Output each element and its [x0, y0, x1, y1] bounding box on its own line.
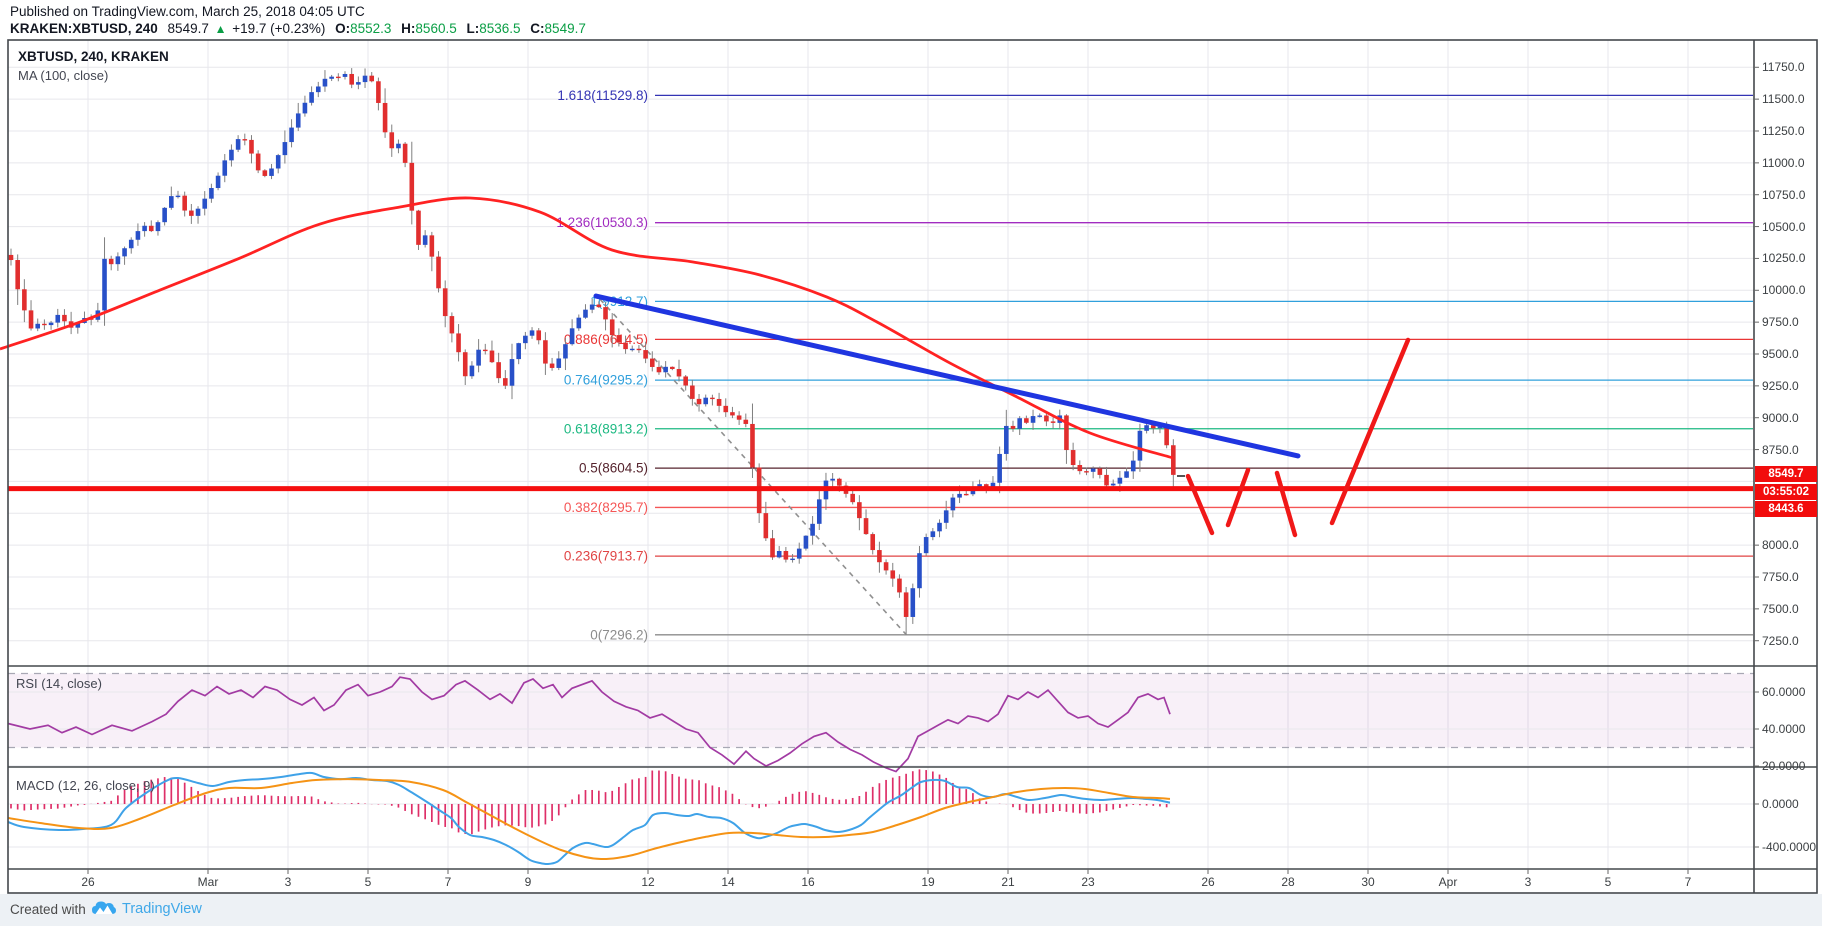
- time-axis-label: 19: [921, 875, 935, 889]
- close-label: C:: [530, 21, 545, 36]
- chart-legend-symbol: XBTUSD, 240, KRAKEN: [18, 49, 169, 64]
- time-axis-label: 5: [1604, 875, 1612, 889]
- macd-legend: MACD (12, 26, close, 9): [16, 778, 155, 793]
- last-price: 8549.7: [167, 21, 209, 36]
- price-axis-label: 8750.0: [1762, 442, 1799, 457]
- rsi-axis-label: 40.0000: [1762, 722, 1806, 736]
- tradingview-link[interactable]: TradingView: [122, 901, 202, 917]
- projection-arrow-stroke: [1329, 337, 1411, 526]
- open-value: 8552.3: [350, 21, 392, 36]
- price-axis-label: 9250.0: [1762, 378, 1799, 393]
- symbol-title: KRAKEN:XBTUSD, 240: [10, 21, 158, 36]
- descending-trendline: [593, 293, 1301, 459]
- up-arrow-icon: ▲: [214, 22, 227, 36]
- rsi-axis-label: 20.0000: [1762, 759, 1806, 773]
- time-axis-label: 7: [444, 875, 452, 889]
- publish-info: Published on TradingView.com, March 25, …: [10, 4, 365, 19]
- low-value: 8536.5: [479, 21, 521, 36]
- fib-level-label: 0.382(8295.7): [564, 500, 648, 515]
- price-change: +19.7 (+0.23%): [232, 21, 326, 36]
- created-with-text: Created with: [10, 902, 86, 917]
- fib-level-label: 0.764(9295.2): [564, 373, 648, 388]
- macd-axis-label: 0.0000: [1762, 797, 1799, 811]
- time-axis-label: 14: [721, 875, 735, 889]
- open-label: O:: [335, 21, 351, 36]
- price-axis-label: 9500.0: [1762, 347, 1799, 361]
- rsi-legend: RSI (14, close): [16, 676, 102, 691]
- last-price-badge: 8549.7: [1755, 466, 1817, 482]
- macd-signal-line: [7, 778, 1171, 861]
- fib-level-label: 0.886(9614.5): [564, 332, 648, 347]
- price-axis-label: 10500.0: [1762, 219, 1806, 234]
- price-axis-label: 7750.0: [1762, 570, 1799, 584]
- macd-line: [7, 771, 1171, 866]
- close-value: 8549.7: [544, 21, 586, 36]
- time-axis-label: 26: [81, 875, 95, 889]
- price-axis-label: 10250.0: [1762, 251, 1806, 266]
- ma-100-line: [0, 196, 1174, 460]
- fib-level-label: 0(7296.2): [590, 627, 648, 642]
- price-axis-label: 11250.0: [1762, 124, 1805, 138]
- projection-arrow-stroke: [1225, 467, 1251, 528]
- price-axis-label: 9000.0: [1762, 410, 1799, 425]
- low-label: L:: [466, 21, 480, 36]
- price-axis-label: 10750.0: [1762, 187, 1806, 202]
- fib-level-label: 0.236(7913.7): [564, 549, 648, 564]
- footer-bar: Created with TradingView: [0, 894, 1822, 926]
- price-axis-label: 9750.0: [1762, 315, 1799, 330]
- high-label: H:: [401, 21, 416, 36]
- time-axis-label: 5: [364, 875, 372, 889]
- fib-level-label: 0.618(8913.2): [564, 421, 648, 436]
- fib-level-label: 0.5(8604.5): [579, 461, 648, 476]
- time-axis-label: 7: [1684, 875, 1692, 889]
- bar-countdown-badge: 03:55:02: [1755, 484, 1817, 500]
- projection-arrow-stroke: [1185, 473, 1215, 536]
- fib-level-label: 1.236(10530.3): [556, 215, 648, 230]
- time-axis-label: 16: [801, 875, 815, 889]
- price-axis-label: 7250.0: [1762, 633, 1799, 648]
- time-axis-label: 21: [1001, 875, 1015, 889]
- fib-level-label: 1.618(11529.8): [557, 88, 648, 103]
- rsi-line: [7, 676, 1171, 773]
- time-axis-label: 30: [1361, 875, 1375, 889]
- time-axis-label: 3: [1524, 875, 1532, 889]
- symbol-ohlc-bar: KRAKEN:XBTUSD, 240 8549.7 ▲ +19.7 (+0.23…: [10, 21, 586, 36]
- chart-legend-ma: MA (100, close): [18, 68, 109, 83]
- time-axis-label: 26: [1201, 875, 1215, 889]
- time-axis-label: 3: [284, 875, 292, 889]
- support-price-badge: 8443.6: [1755, 501, 1817, 517]
- rsi-axis-label: 60.0000: [1762, 685, 1806, 699]
- time-axis-label: Apr: [1438, 875, 1458, 889]
- price-axis-label: 7500.0: [1762, 601, 1799, 616]
- price-axis-label: 11000.0: [1762, 155, 1805, 170]
- time-axis-label: 28: [1281, 875, 1295, 889]
- time-axis-label: 9: [524, 875, 532, 889]
- projection-arrow-stroke: [1274, 470, 1298, 538]
- macd-axis-label: -400.0000: [1762, 840, 1817, 854]
- time-axis-label: Mar: [197, 875, 219, 889]
- high-value: 8560.5: [415, 21, 457, 36]
- time-axis-label: 12: [641, 875, 655, 889]
- price-axis-label: 8000.0: [1762, 538, 1799, 553]
- price-axis-label: 11500.0: [1762, 92, 1805, 107]
- time-axis-label: 23: [1081, 875, 1095, 889]
- price-axis-label: 11750.0: [1762, 60, 1805, 75]
- price-axis-label: 10000.0: [1762, 283, 1806, 298]
